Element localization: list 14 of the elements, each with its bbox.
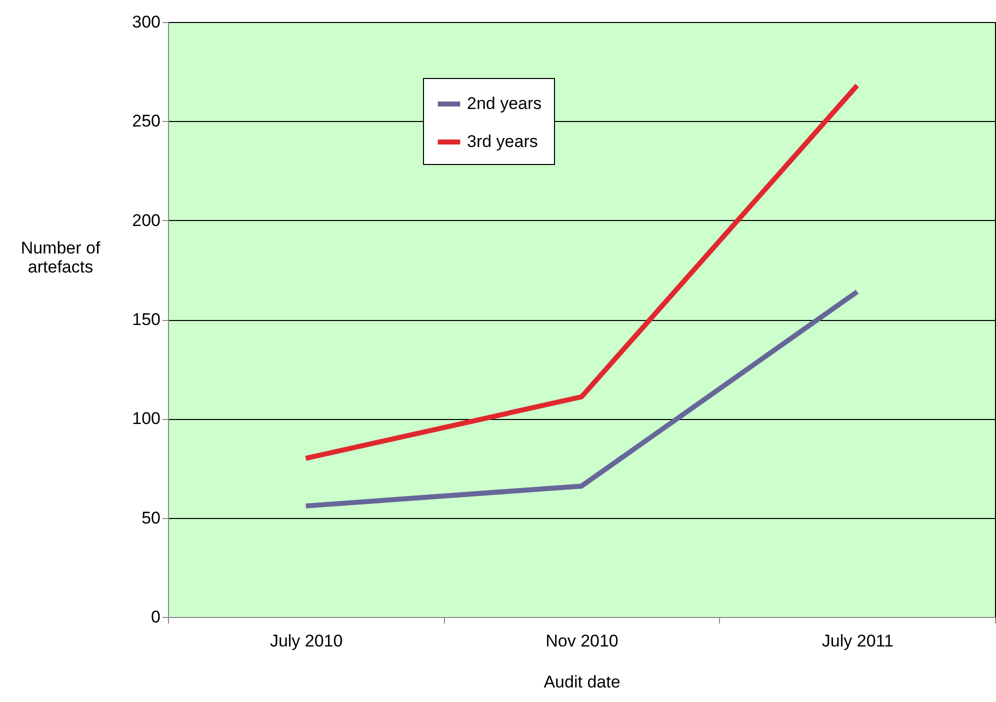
y-tick-label: 150 (132, 310, 160, 329)
x-tick-label: July 2011 (822, 632, 894, 650)
y-tick-label: 0 (151, 608, 160, 626)
y-tick-label: 250 (132, 112, 160, 131)
legend-label: 2nd years (467, 94, 542, 113)
x-axis-title: Audit date (544, 672, 620, 692)
legend-label: 3rd years (467, 132, 538, 151)
y-tick-label: 300 (132, 12, 160, 32)
x-tick-label: Nov 2010 (546, 632, 618, 650)
y-axis-title: Number of artefacts (20, 238, 100, 276)
y-tick-label: 50 (142, 508, 160, 528)
x-tick-label: July 2010 (270, 632, 343, 650)
y-tick-label: 200 (132, 210, 160, 230)
y-tick-label: 100 (132, 409, 160, 428)
